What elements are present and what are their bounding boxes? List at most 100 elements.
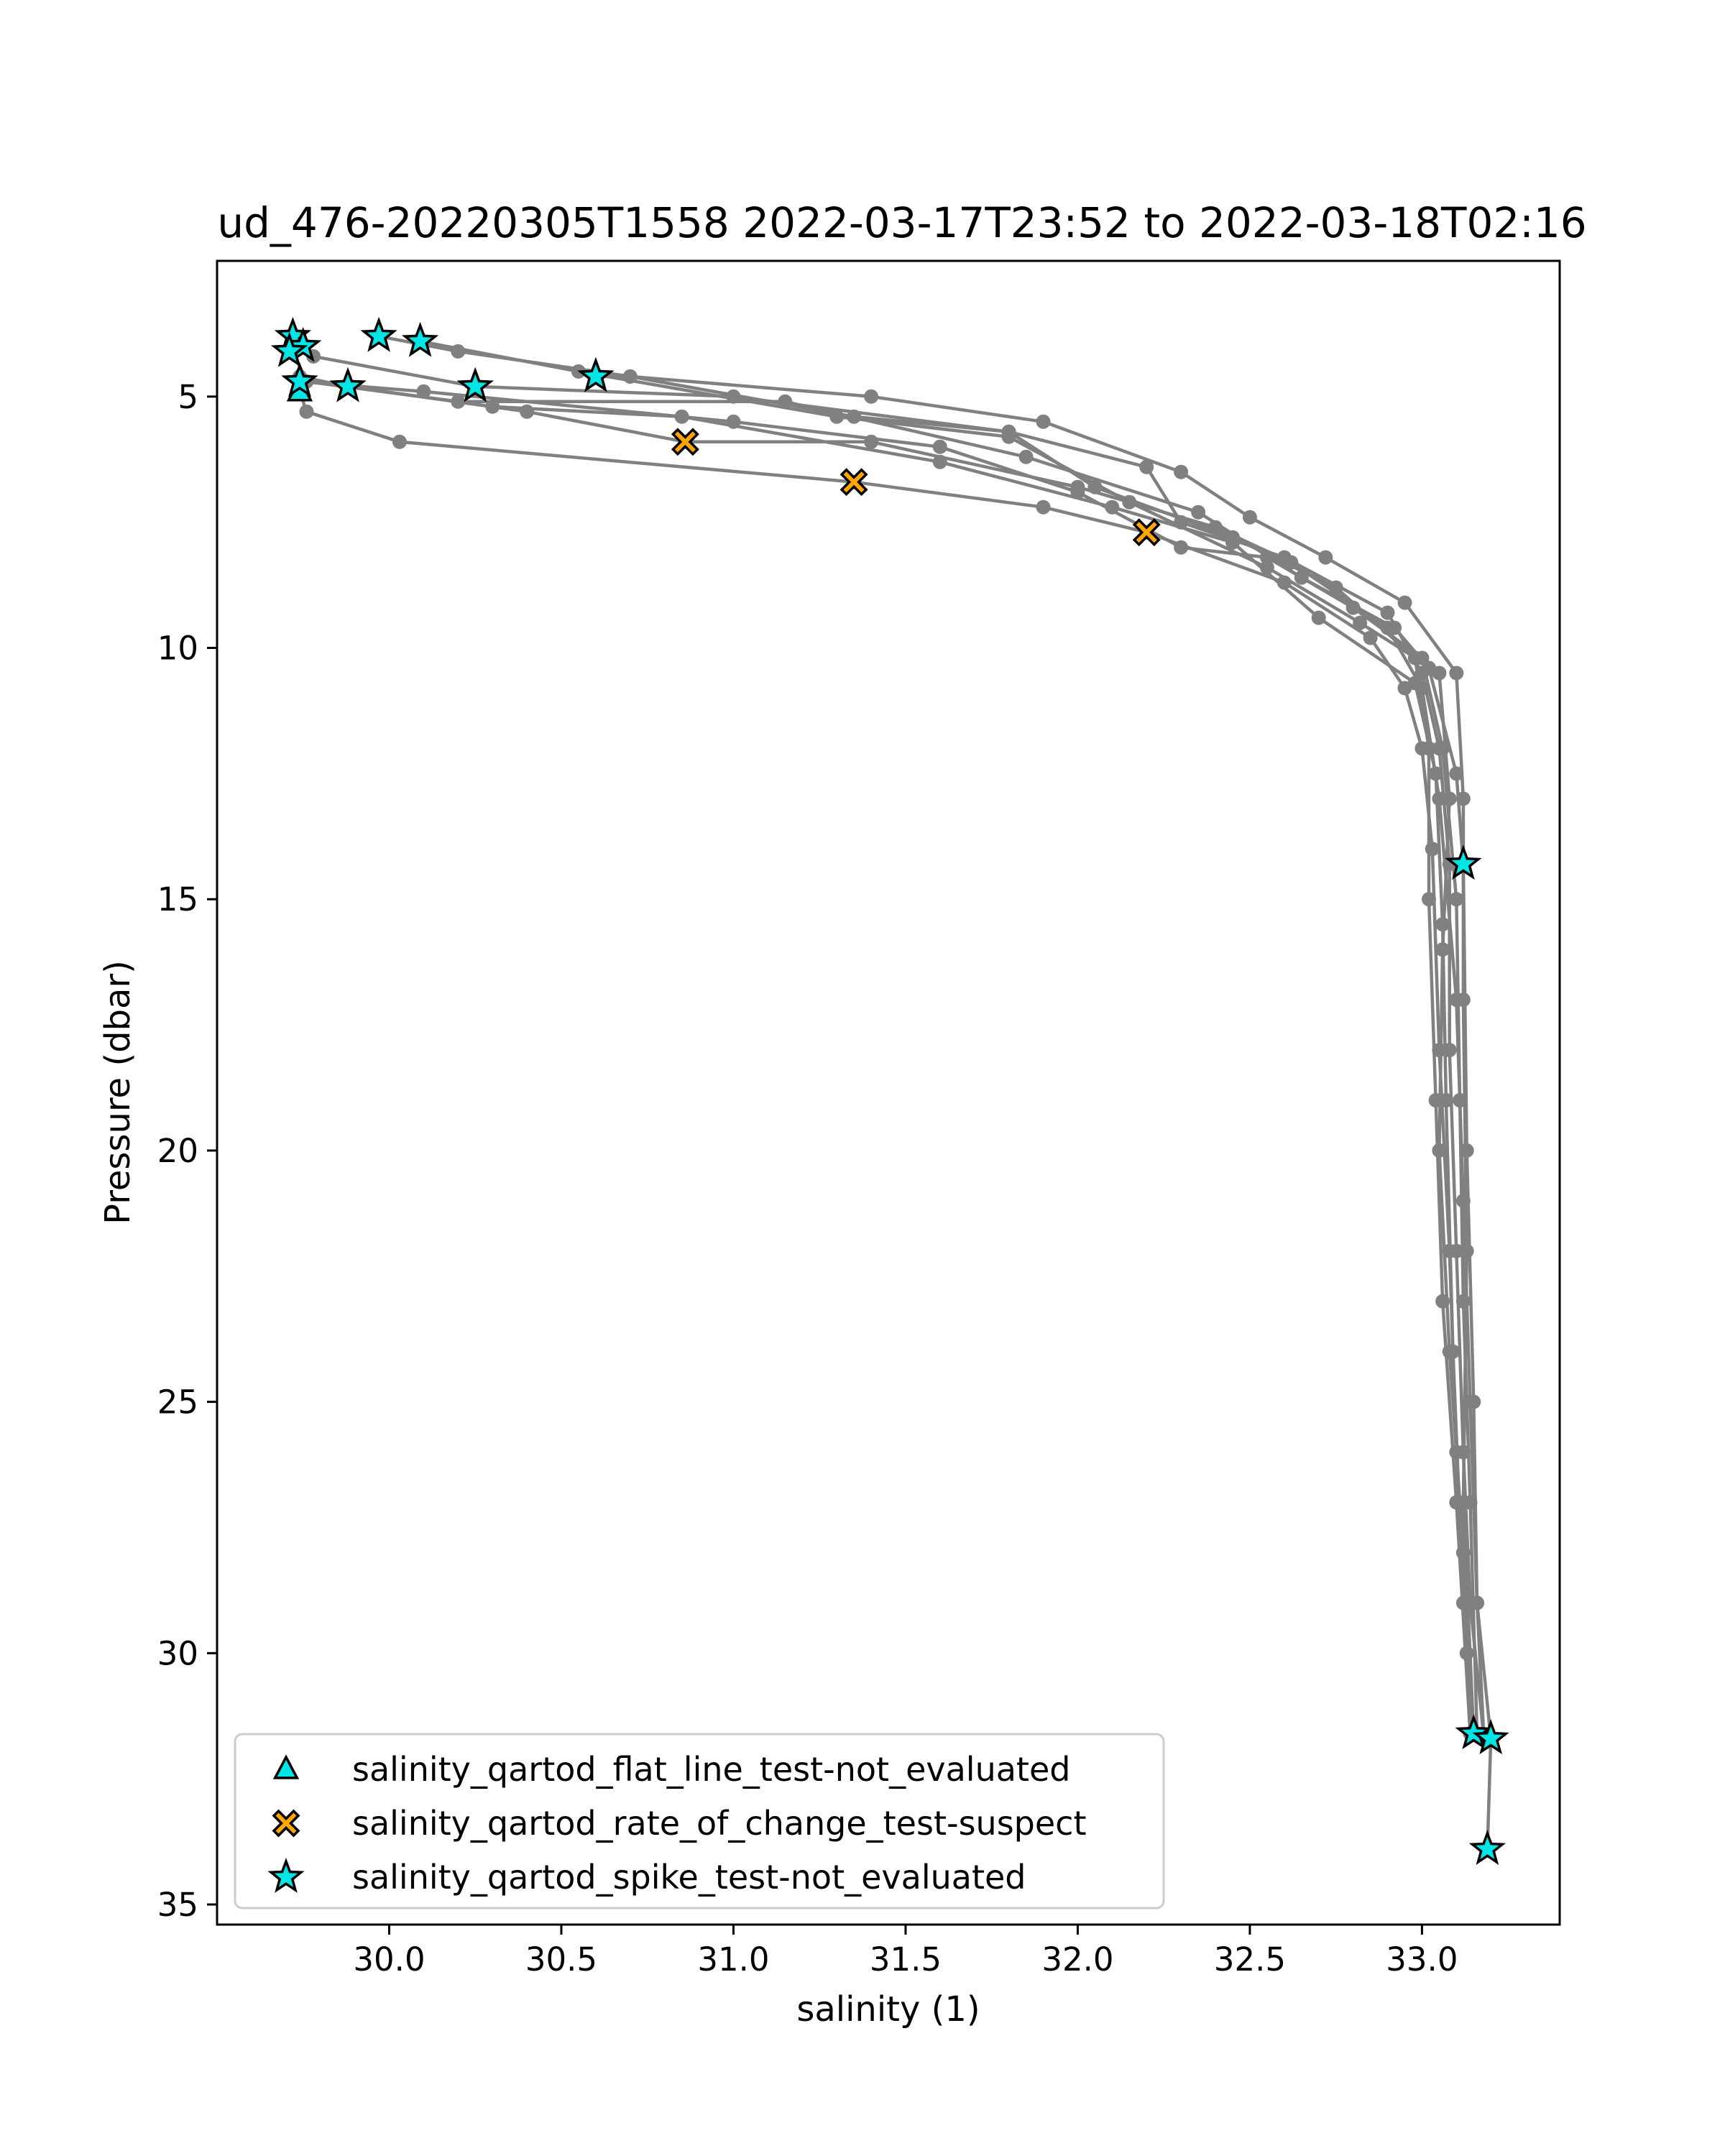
flag-marker-x: [1132, 518, 1161, 547]
x-tick-label: 31.0: [697, 1940, 769, 1978]
data-point: [1432, 665, 1447, 681]
legend-label: salinity_qartod_flat_line_test-not_evalu…: [352, 1750, 1070, 1789]
flag-marker-star: [577, 356, 615, 392]
x-tick-label: 31.5: [870, 1940, 942, 1978]
x-axis: 30.0 30.5 31.0 31.5 32.0 32.5 33.0: [353, 1925, 1458, 1978]
data-point: [1455, 1595, 1471, 1611]
data-point: [847, 409, 862, 424]
data-point: [1449, 992, 1464, 1008]
data-point: [1208, 520, 1223, 535]
data-point: [726, 414, 741, 429]
y-tick-label: 20: [157, 1132, 198, 1170]
data-point: [1036, 414, 1051, 429]
flag-marker-star: [1472, 1719, 1509, 1755]
data-point: [1414, 650, 1430, 665]
flag-marker-star: [281, 361, 318, 397]
data-point: [416, 384, 431, 399]
data-point: [1353, 615, 1368, 630]
data-point: [622, 369, 638, 384]
data-point: [1455, 1193, 1471, 1208]
data-point: [1428, 766, 1443, 781]
data-point: [1070, 484, 1085, 499]
data-point: [1432, 1043, 1447, 1058]
data-point: [864, 389, 879, 404]
data-point: [1455, 1294, 1471, 1309]
x-axis-label: salinity (1): [796, 1989, 980, 2030]
y-axis: 5 10 15 20 25 30 35: [157, 378, 217, 1924]
legend-marker-x: [272, 1809, 300, 1838]
legend-box: [234, 1733, 1165, 1909]
data-point: [1259, 550, 1274, 565]
data-point: [1425, 842, 1440, 857]
flag-marker-star: [401, 321, 439, 357]
flag-marker-star: [1455, 1714, 1492, 1750]
data-point: [1363, 630, 1378, 645]
data-point: [1191, 505, 1206, 520]
data-point: [1438, 1093, 1453, 1107]
data-point: [932, 454, 947, 469]
data-point: [1449, 892, 1464, 907]
legend-label: salinity_qartod_spike_test-not_evaluated: [352, 1858, 1026, 1897]
y-tick-label: 15: [157, 880, 198, 918]
flag-marker-x: [840, 468, 868, 497]
data-point: [1036, 499, 1051, 515]
data-point: [932, 439, 947, 454]
data-point: [1463, 1495, 1478, 1510]
y-tick-label: 35: [157, 1886, 198, 1924]
flag-marker-star: [1445, 844, 1482, 880]
flag-marker-x: [671, 428, 699, 456]
flag-marker-star: [1468, 1830, 1506, 1865]
data-point: [1435, 1294, 1450, 1309]
y-tick-label: 5: [178, 378, 198, 416]
chart-title: ud_476-20220305T1558 2022-03-17T23:52 to…: [217, 198, 1586, 247]
flag-series-rate_of_change_suspect: [671, 428, 1161, 547]
data-point: [299, 404, 314, 419]
y-tick-label: 25: [157, 1383, 198, 1422]
data-point: [1001, 424, 1016, 439]
x-tick-label: 32.5: [1214, 1940, 1286, 1978]
flag-marker-star: [456, 367, 494, 402]
y-tick-label: 10: [157, 630, 198, 668]
data-point: [1414, 741, 1430, 756]
x-tick-label: 30.5: [525, 1940, 597, 1978]
legend: salinity_qartod_flat_line_test-not_evalu…: [234, 1733, 1165, 1909]
legend-label: salinity_qartod_rate_of_change_test-susp…: [352, 1804, 1087, 1843]
data-point: [1346, 600, 1361, 615]
data-point: [1445, 1344, 1460, 1359]
data-point: [1428, 1093, 1443, 1107]
data-point: [1435, 741, 1450, 756]
data-point: [1432, 791, 1447, 806]
flag-markers: [270, 316, 1509, 1865]
data-point: [1174, 464, 1189, 479]
data-point: [1455, 791, 1471, 806]
flag-marker-star: [360, 316, 397, 352]
flag-series-spike_not_evaluated: [270, 316, 1509, 1865]
profile-line: [347, 384, 1472, 1734]
data-point: [1139, 459, 1154, 474]
data-point: [485, 399, 500, 414]
data-point: [1318, 550, 1333, 565]
data-point: [1225, 535, 1240, 550]
data-point: [1449, 766, 1464, 781]
plot-frame: [216, 259, 1561, 1926]
y-axis-label: Pressure (dbar): [98, 960, 138, 1225]
data-point: [1018, 449, 1034, 464]
data-point: [1174, 540, 1189, 555]
data-point: [1453, 1093, 1468, 1107]
data-point: [1449, 665, 1464, 681]
data-point: [1242, 510, 1257, 525]
x-tick-label: 32.0: [1041, 1940, 1113, 1978]
flag-marker-star: [270, 331, 308, 367]
legend-marker-star: [267, 1857, 305, 1893]
legend-marker-triangle: [272, 1754, 300, 1779]
data-point: [1284, 555, 1299, 570]
data-point: [1449, 1495, 1464, 1510]
data-point: [1407, 676, 1422, 691]
data-point: [1380, 605, 1395, 620]
y-tick-label: 30: [157, 1634, 198, 1672]
flag-marker-star: [329, 367, 367, 402]
x-tick-label: 33.0: [1386, 1940, 1458, 1978]
x-tick-label: 30.0: [353, 1940, 425, 1978]
data-point: [392, 434, 407, 449]
